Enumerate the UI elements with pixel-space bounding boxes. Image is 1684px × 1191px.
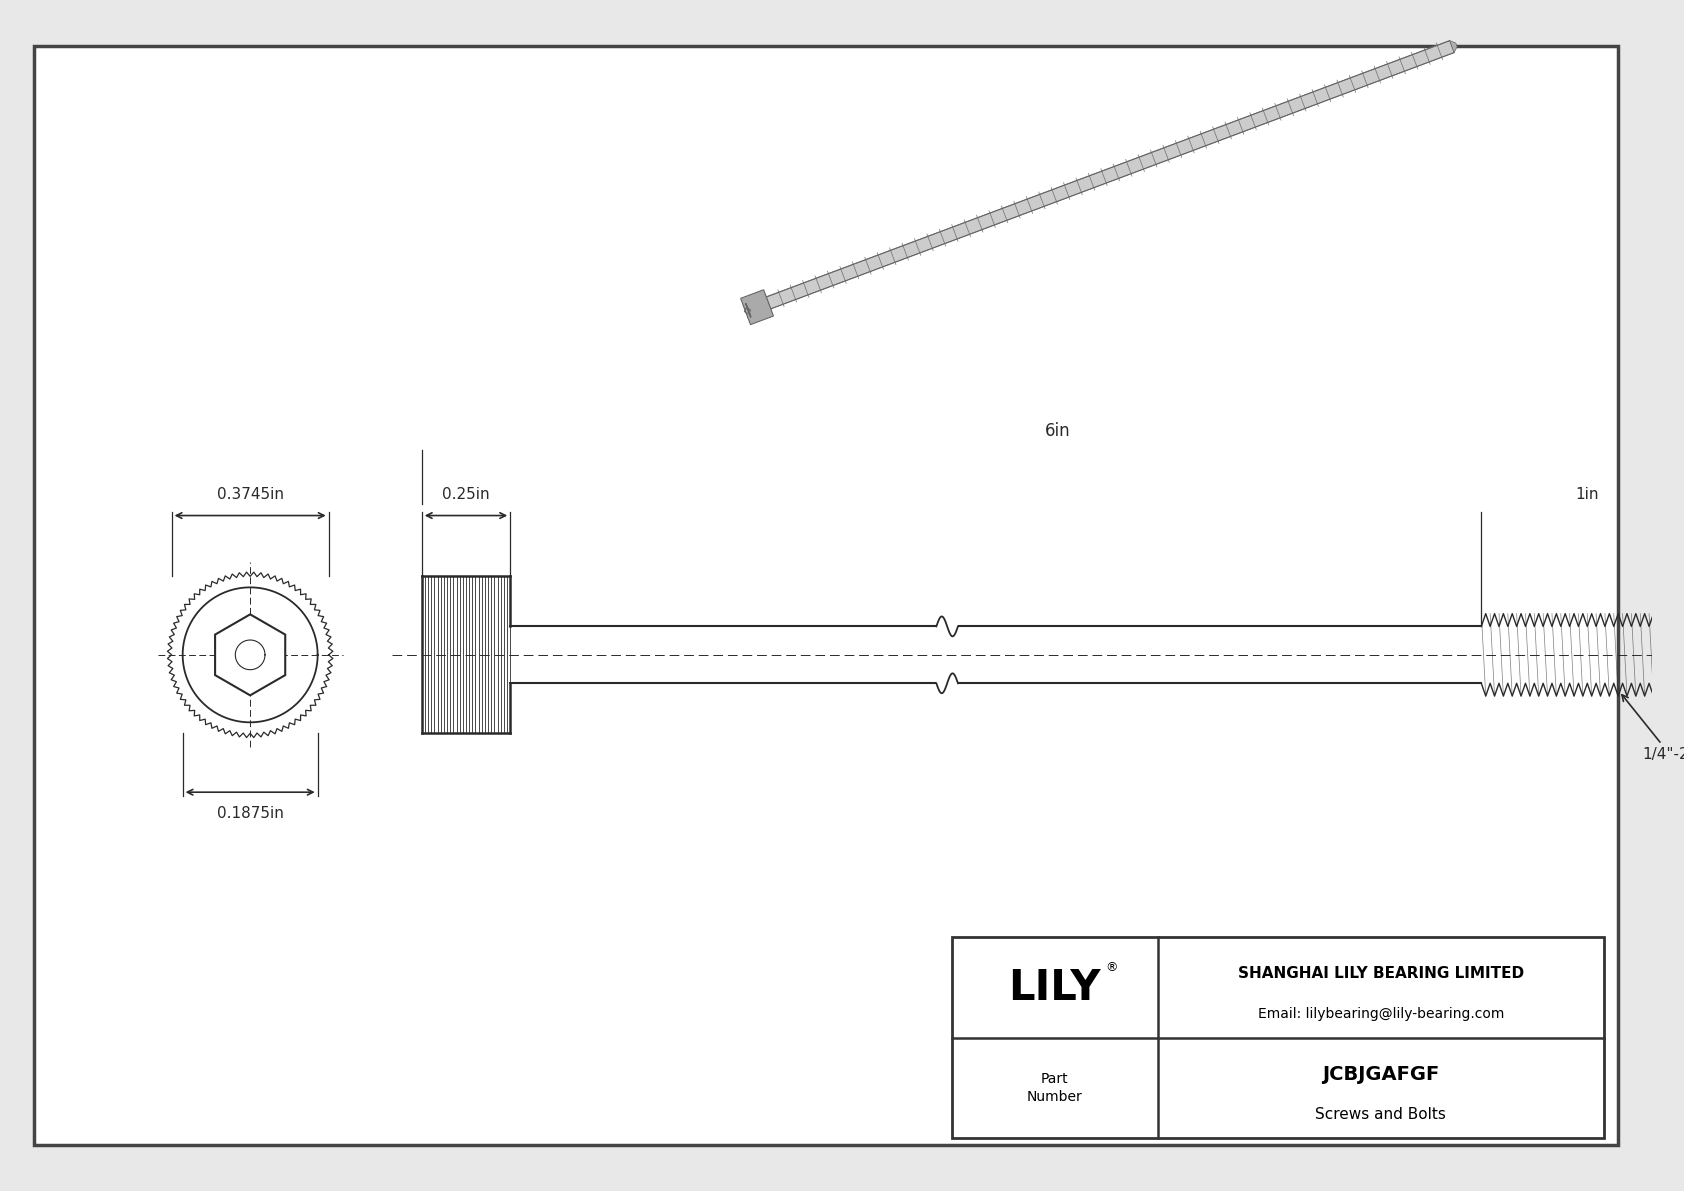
- Text: 1/4"-20: 1/4"-20: [1622, 694, 1684, 762]
- Text: LILY: LILY: [1009, 967, 1101, 1009]
- Text: 0.3745in: 0.3745in: [217, 487, 283, 501]
- Text: 0.25in: 0.25in: [443, 487, 490, 501]
- Polygon shape: [216, 615, 285, 696]
- Text: ®: ®: [1105, 961, 1118, 973]
- Bar: [951, 937, 1603, 1139]
- Text: 0.1875in: 0.1875in: [217, 806, 283, 821]
- Text: Email: lilybearing@lily-bearing.com: Email: lilybearing@lily-bearing.com: [1258, 1006, 1504, 1021]
- Text: 6in: 6in: [1044, 422, 1071, 439]
- Text: SHANGHAI LILY BEARING LIMITED: SHANGHAI LILY BEARING LIMITED: [1238, 966, 1524, 981]
- Text: 1in: 1in: [1576, 487, 1600, 501]
- Polygon shape: [743, 40, 1453, 318]
- Polygon shape: [741, 289, 773, 325]
- Text: JCBJGAFGF: JCBJGAFGF: [1322, 1065, 1440, 1084]
- Text: Screws and Bolts: Screws and Bolts: [1315, 1106, 1447, 1122]
- Text: Part
Number: Part Number: [1027, 1072, 1083, 1104]
- Polygon shape: [1450, 40, 1457, 52]
